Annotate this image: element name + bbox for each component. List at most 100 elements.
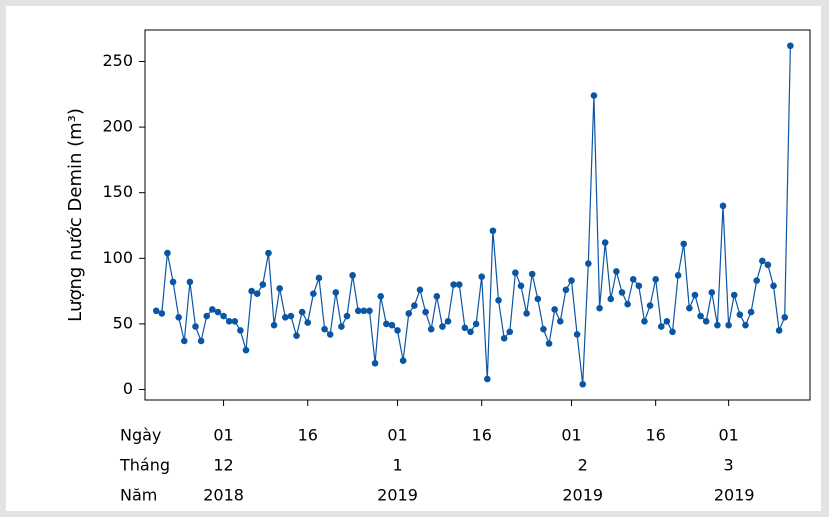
data-point [719, 202, 727, 210]
data-point [585, 260, 592, 267]
data-point [461, 324, 469, 332]
data-point [747, 308, 755, 316]
data-point [568, 277, 575, 284]
data-point [203, 312, 211, 320]
y-tick-label: 50 [113, 313, 133, 332]
data-point [354, 307, 362, 315]
data-point [169, 278, 177, 286]
data-point [304, 319, 312, 326]
data-point [506, 328, 514, 336]
data-point [270, 321, 278, 329]
data-point [411, 302, 418, 309]
data-point [287, 312, 295, 320]
y-axis-label: Lượng nước Demin (m³) [65, 108, 86, 322]
data-point [781, 314, 789, 321]
data-point [657, 323, 665, 330]
data-point [416, 286, 424, 294]
data-point [624, 300, 631, 308]
data-point [439, 323, 446, 330]
data-point [366, 307, 373, 315]
data-point [472, 320, 480, 328]
x-row-label: Năm [120, 486, 157, 505]
data-point [579, 380, 587, 388]
data-point [489, 227, 497, 235]
data-point [405, 310, 413, 317]
data-point [259, 281, 267, 288]
data-point [545, 340, 553, 347]
data-point [422, 308, 429, 316]
data-point [500, 335, 508, 342]
data-point [753, 277, 760, 284]
data-point [237, 327, 244, 334]
data-point [742, 321, 749, 329]
data-point [399, 357, 407, 364]
data-point [641, 317, 648, 325]
data-point [383, 320, 390, 328]
x-row-label: Tháng [119, 456, 170, 475]
data-point [186, 278, 194, 286]
data-point [371, 359, 379, 367]
data-point [455, 281, 463, 288]
data-point [629, 275, 637, 283]
data-point [725, 321, 732, 329]
data-point [775, 327, 783, 334]
x-tick-label: 2019 [377, 486, 418, 505]
x-row-label: Ngày [120, 426, 161, 445]
data-point [540, 325, 547, 333]
data-point [175, 314, 182, 321]
data-point [702, 317, 710, 325]
data-point [220, 312, 227, 320]
data-point [590, 92, 598, 99]
data-point [646, 302, 654, 309]
data-point [674, 272, 682, 279]
data-point [192, 323, 199, 330]
data-point [764, 261, 772, 269]
x-tick-label: 2019 [562, 486, 603, 505]
x-tick-label: 01 [561, 426, 581, 445]
data-point [730, 291, 738, 299]
data-point [321, 325, 328, 333]
data-point [562, 286, 570, 294]
x-tick-label: 3 [724, 456, 734, 475]
data-point [427, 325, 435, 333]
data-point [495, 296, 502, 304]
data-point [478, 273, 486, 280]
data-point [197, 337, 205, 345]
data-point [534, 295, 542, 303]
data-point [265, 249, 272, 257]
y-tick-label: 0 [123, 379, 133, 398]
data-point [787, 42, 794, 50]
data-point [231, 317, 239, 325]
data-point [444, 317, 452, 325]
data-point [528, 270, 536, 278]
data-point [281, 314, 289, 321]
y-tick-label: 100 [102, 248, 133, 267]
x-tick-label: 01 [718, 426, 738, 445]
x-tick-label: 01 [387, 426, 407, 445]
data-point [225, 317, 233, 325]
data-point [607, 295, 615, 303]
data-point [209, 306, 216, 313]
data-point [180, 337, 188, 345]
data-point [158, 310, 166, 317]
data-point [556, 317, 564, 325]
data-point [758, 257, 766, 265]
data-point [484, 375, 491, 383]
data-point [388, 321, 396, 329]
data-point [669, 328, 676, 336]
data-point [652, 275, 659, 283]
x-tick-label: 16 [298, 426, 318, 445]
data-point [517, 282, 525, 290]
x-tick-label: 16 [472, 426, 492, 445]
data-point [310, 290, 317, 298]
data-point [770, 282, 777, 290]
data-point [338, 323, 345, 330]
data-point [714, 321, 721, 329]
data-point [618, 289, 626, 296]
data-point [596, 304, 603, 312]
y-tick-label: 200 [102, 117, 133, 136]
data-point [686, 304, 693, 312]
data-point [512, 269, 519, 277]
x-tick-label: 2019 [714, 486, 755, 505]
